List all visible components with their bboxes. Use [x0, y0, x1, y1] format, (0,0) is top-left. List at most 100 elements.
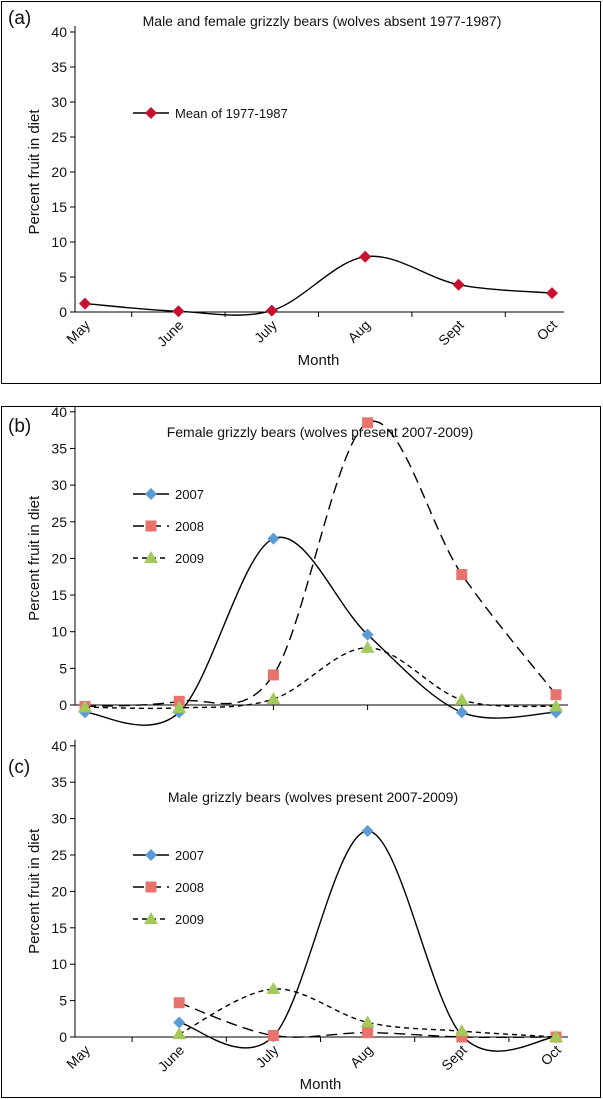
legend-label-c: 2009	[175, 912, 204, 927]
legend-label-c: 2007	[175, 848, 204, 863]
legend-label-b: 2007	[175, 487, 204, 502]
data-point-c-2009	[172, 1027, 187, 1040]
y-tick-label-b: 25	[51, 514, 67, 530]
data-point-c-2009	[360, 1015, 375, 1028]
data-point-b-2007	[361, 628, 374, 641]
data-point-b-2009	[549, 699, 563, 712]
y-tick-label-b: 40	[51, 404, 67, 420]
legend-label-a: Mean of 1977-1987	[175, 106, 288, 121]
data-point-b-2008	[456, 569, 468, 581]
data-point-c-2009	[266, 981, 281, 994]
legend-label-c: 2008	[175, 880, 204, 895]
data-point-b-2009	[172, 700, 187, 713]
series-line-b-2008	[84, 420, 557, 708]
data-point-a-Mean of 1977-1987	[359, 250, 372, 263]
y-tick-label-b: 35	[51, 440, 67, 456]
panel-label-b: (b)	[8, 416, 31, 437]
data-point-c-2007	[173, 1016, 186, 1029]
y-tick-label-a: 15	[51, 199, 67, 215]
data-point-b-2008	[362, 417, 374, 429]
series-line-a-Mean of 1977-1987	[84, 255, 553, 316]
chart-title-b: Female grizzly bears (wolves present 200…	[167, 424, 474, 440]
y-tick-label-c: 10	[51, 956, 67, 972]
data-point-c-2008	[456, 1031, 468, 1043]
y-tick-label-b: 0	[59, 697, 67, 713]
x-tick-label-c: June	[155, 1042, 188, 1075]
data-point-a-Mean of 1977-1987	[79, 297, 91, 310]
series-line-c-2009	[178, 988, 557, 1038]
data-point-b-2008	[267, 669, 279, 681]
panel-label-c: (c)	[8, 757, 30, 778]
x-axis-title-c: Month	[300, 1076, 342, 1093]
data-point-b-2009	[266, 692, 281, 705]
x-tick-label-a: July	[251, 317, 280, 346]
data-point-b-2009	[360, 640, 375, 653]
legend-marker-c	[144, 912, 158, 924]
data-point-a-Mean of 1977-1987	[546, 287, 558, 300]
data-point-b-2007	[455, 706, 468, 719]
legend-marker-a	[145, 107, 157, 119]
y-tick-label-b: 30	[51, 477, 67, 493]
panel-label-a: (a)	[8, 8, 31, 29]
chart-title-a: Male and female grizzly bears (wolves ab…	[143, 13, 502, 29]
x-tick-label-c: Aug	[347, 1042, 376, 1071]
data-point-b-2009	[454, 692, 469, 705]
data-point-a-Mean of 1977-1987	[452, 278, 465, 291]
x-axis-title-a: Month	[298, 352, 340, 369]
y-axis-title-a: Percent fruit in diet	[26, 109, 43, 235]
data-point-a-Mean of 1977-1987	[265, 304, 278, 317]
legend-marker-c	[145, 849, 157, 861]
y-tick-label-b: 10	[51, 624, 67, 640]
data-point-a-Mean of 1977-1987	[172, 305, 185, 318]
x-tick-label-a: Aug	[344, 317, 373, 346]
data-point-b-2008	[550, 689, 562, 701]
x-tick-label-a: Sept	[435, 317, 467, 349]
y-tick-label-a: 35	[51, 59, 67, 75]
y-tick-label-a: 20	[51, 164, 67, 180]
chart-title-c: Male grizzly bears (wolves present 2007-…	[168, 789, 458, 805]
y-axis-title-b: Percent fruit in diet	[26, 495, 43, 621]
y-tick-label-a: 0	[59, 304, 67, 320]
y-tick-label-c: 15	[51, 920, 67, 936]
y-tick-label-a: 5	[59, 269, 67, 285]
y-tick-label-a: 25	[51, 129, 67, 145]
y-tick-label-c: 20	[51, 883, 67, 899]
data-point-c-2008	[267, 1030, 279, 1042]
data-point-c-2007	[361, 824, 374, 837]
y-tick-label-a: 10	[51, 234, 67, 250]
series-line-b-2007	[84, 536, 557, 726]
data-point-c-2008	[173, 997, 185, 1009]
y-tick-label-c: 0	[59, 1029, 67, 1045]
y-tick-label-c: 40	[51, 738, 67, 754]
x-tick-label-c: Sept	[438, 1042, 470, 1074]
x-tick-label-a: Oct	[533, 317, 560, 344]
legend-marker-b	[145, 488, 157, 500]
y-tick-label-b: 20	[51, 550, 67, 566]
panel-a-frame	[1, 1, 601, 384]
x-tick-label-a: June	[154, 317, 187, 350]
y-axis-title-c: Percent fruit in diet	[26, 828, 43, 954]
x-tick-label-c: Oct	[537, 1042, 564, 1069]
panel-bc-frame	[1, 406, 601, 1098]
y-tick-label-c: 35	[51, 774, 67, 790]
x-tick-label-c: May	[63, 1042, 93, 1072]
y-tick-label-c: 30	[51, 811, 67, 827]
legend-label-b: 2009	[175, 551, 204, 566]
legend-marker-b	[145, 520, 157, 532]
y-tick-label-b: 15	[51, 587, 67, 603]
data-point-b-2009	[78, 700, 92, 713]
legend-marker-c	[145, 881, 157, 893]
legend-marker-b	[144, 551, 158, 563]
y-tick-label-b: 5	[59, 660, 67, 676]
data-point-c-2009	[454, 1024, 469, 1037]
data-point-b-2007	[267, 532, 280, 545]
y-tick-label-a: 30	[51, 94, 67, 110]
series-line-b-2009	[84, 647, 557, 710]
y-tick-label-c: 5	[59, 993, 67, 1009]
y-tick-label-c: 25	[51, 847, 67, 863]
data-point-c-2008	[362, 1027, 374, 1039]
data-point-c-2009	[549, 1030, 563, 1042]
y-tick-label-a: 40	[51, 24, 67, 40]
legend-label-b: 2008	[175, 519, 204, 534]
